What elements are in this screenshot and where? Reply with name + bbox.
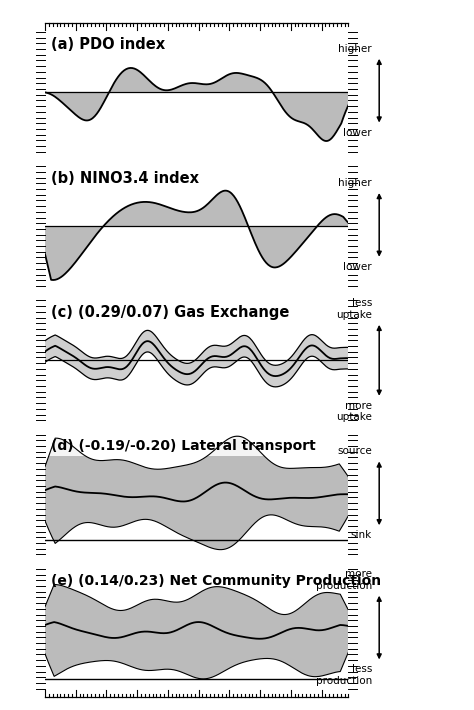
Text: more
uptake: more uptake	[336, 401, 372, 422]
Text: (c) (0.29/0.07) Gas Exchange: (c) (0.29/0.07) Gas Exchange	[51, 305, 290, 320]
Text: higher: higher	[338, 178, 372, 188]
Text: (b) NINO3.4 index: (b) NINO3.4 index	[51, 171, 199, 186]
Text: more
production: more production	[316, 569, 372, 591]
Text: source: source	[337, 447, 372, 457]
Text: higher: higher	[338, 44, 372, 54]
Text: lower: lower	[344, 262, 372, 272]
Text: less
production: less production	[316, 665, 372, 686]
Text: less
uptake: less uptake	[336, 298, 372, 320]
Text: (e) (0.14/0.23) Net Community Production: (e) (0.14/0.23) Net Community Production	[51, 574, 381, 588]
Text: lower: lower	[344, 128, 372, 138]
Text: (d) (-0.19/-0.20) Lateral transport: (d) (-0.19/-0.20) Lateral transport	[51, 439, 316, 454]
Text: sink: sink	[351, 530, 372, 540]
Text: (a) PDO index: (a) PDO index	[51, 37, 165, 52]
